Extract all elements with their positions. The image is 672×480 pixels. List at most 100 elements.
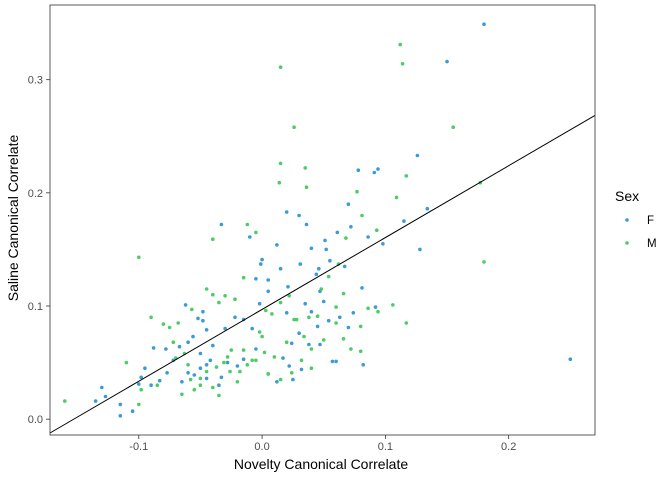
data-point-f — [281, 356, 285, 360]
y-tick-label: 0.1 — [28, 301, 43, 313]
data-point-m — [307, 315, 311, 320]
data-point-f — [299, 367, 304, 372]
data-point-f — [260, 257, 264, 262]
data-point-f — [177, 344, 182, 349]
data-point-m — [398, 42, 403, 47]
data-point-f — [287, 364, 292, 368]
data-point-m — [404, 321, 409, 325]
data-point-f — [425, 206, 430, 211]
data-point-m — [309, 366, 314, 371]
data-point-f — [415, 153, 420, 158]
data-point-m — [171, 340, 176, 345]
data-point-f — [208, 358, 213, 363]
data-point-m — [278, 161, 283, 166]
data-point-m — [204, 369, 209, 374]
data-point-f — [157, 378, 162, 383]
data-point-m — [211, 292, 215, 297]
data-point-f — [204, 363, 209, 367]
data-point-f — [164, 347, 168, 351]
data-point-f — [291, 377, 295, 382]
data-point-f — [323, 238, 327, 243]
data-point-m — [235, 380, 240, 384]
data-point-m — [334, 305, 338, 309]
data-point-f — [254, 347, 258, 351]
data-point-f — [334, 359, 338, 364]
data-point-f — [143, 366, 147, 371]
data-point-m — [190, 307, 194, 312]
data-point-m — [278, 65, 283, 69]
data-point-f — [225, 360, 230, 365]
data-point-m — [254, 358, 258, 363]
data-point-m — [292, 125, 296, 129]
data-point-m — [375, 228, 379, 232]
data-point-m — [344, 236, 348, 240]
data-point-m — [176, 321, 180, 325]
data-point-f — [257, 301, 262, 306]
data-point-m — [358, 324, 363, 329]
data-point-m — [137, 255, 141, 260]
data-point-f — [307, 342, 311, 347]
data-point-f — [259, 262, 263, 266]
data-point-m — [326, 274, 331, 279]
data-point-f — [315, 324, 320, 329]
data-point-f — [118, 414, 123, 418]
data-point-f — [103, 394, 108, 399]
data-point-f — [318, 342, 322, 347]
data-point-m — [262, 350, 267, 355]
data-point-f — [204, 328, 209, 332]
data-point-m — [391, 303, 395, 307]
data-point-f — [321, 299, 326, 304]
data-point-f — [326, 318, 331, 323]
data-point-f — [248, 235, 252, 239]
data-point-f — [346, 202, 351, 206]
data-point-f — [304, 222, 309, 227]
data-point-m — [155, 383, 160, 388]
x-tick-label: -0.1 — [129, 441, 148, 453]
data-point-m — [341, 337, 346, 341]
data-point-f — [100, 385, 104, 390]
data-point-m — [272, 355, 277, 359]
data-point-m — [304, 185, 309, 189]
data-point-m — [334, 321, 338, 325]
data-point-m — [217, 300, 221, 305]
data-point-f — [186, 340, 190, 345]
panel-border — [49, 4, 596, 436]
axis-ticks: -0.1 0.0 0.1 0.2 0.0 0.1 0.2 0.3 — [28, 75, 517, 453]
data-point-f — [309, 246, 314, 251]
data-point-f — [219, 375, 224, 380]
data-point-f — [180, 380, 184, 384]
data-point-m — [149, 315, 153, 320]
data-point-m — [211, 237, 215, 241]
legend-title: Sex — [615, 188, 639, 204]
data-point-f — [309, 309, 314, 314]
data-point-m — [245, 222, 250, 227]
data-point-f — [482, 22, 486, 27]
x-tick-label: 0.2 — [501, 441, 516, 453]
data-point-m — [250, 358, 254, 363]
data-point-m — [289, 371, 294, 375]
data-point-m — [319, 287, 324, 291]
data-point-f — [314, 272, 319, 277]
regression-line — [49, 114, 596, 434]
data-point-m — [245, 363, 250, 367]
data-point-m — [400, 62, 405, 66]
data-point-f — [342, 264, 347, 269]
data-point-f — [317, 266, 321, 271]
data-point-f — [233, 315, 237, 320]
data-point-m — [198, 376, 203, 381]
data-point-f — [137, 382, 141, 386]
data-point-m — [241, 275, 246, 280]
data-point-f — [360, 286, 364, 290]
data-point-m — [292, 317, 296, 322]
data-point-m — [266, 372, 271, 376]
data-point-m — [299, 358, 304, 363]
data-point-m — [321, 338, 326, 342]
data-point-m — [284, 340, 289, 345]
data-point-m — [192, 387, 197, 392]
data-point-f — [275, 243, 279, 247]
data-point-m — [223, 294, 227, 298]
data-point-f — [254, 277, 258, 281]
data-point-f — [289, 341, 294, 346]
data-point-m — [222, 360, 226, 365]
